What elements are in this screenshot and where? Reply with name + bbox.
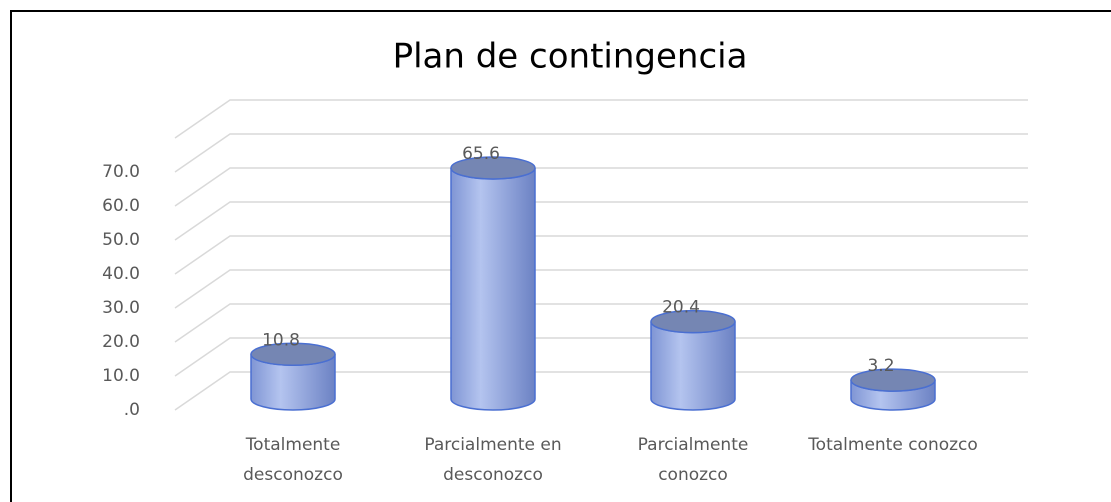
chart-border bbox=[10, 10, 1111, 502]
bar-top bbox=[250, 342, 336, 367]
data-label: 3.2 bbox=[867, 356, 894, 376]
x-tick-label: Parcialmente en desconozco bbox=[424, 435, 562, 485]
data-label: 20.4 bbox=[662, 298, 700, 318]
grid-line bbox=[174, 337, 1028, 377]
y-tick-label: 20.0 bbox=[102, 332, 140, 352]
bar bbox=[650, 321, 736, 411]
y-tick-label: 30.0 bbox=[102, 298, 140, 318]
y-tick-label: 40.0 bbox=[102, 264, 140, 284]
bar-top bbox=[450, 156, 536, 180]
x-tick-label: Parcialmente conozco bbox=[637, 435, 749, 485]
grid-line bbox=[174, 133, 1028, 173]
grid-line bbox=[174, 201, 1028, 241]
bar bbox=[450, 167, 536, 411]
grid-line bbox=[174, 167, 1028, 207]
grid-line bbox=[174, 303, 1028, 343]
grid-line bbox=[174, 235, 1028, 275]
grid-line bbox=[174, 371, 1028, 411]
grid-line bbox=[174, 269, 1028, 309]
chart-title: Plan de contingencia bbox=[393, 37, 748, 77]
y-tick-label: .0 bbox=[124, 400, 140, 420]
y-tick-label: 70.0 bbox=[102, 162, 140, 182]
x-tick-label: Totalmente conozco bbox=[808, 435, 978, 455]
data-label: 10.8 bbox=[262, 330, 300, 350]
y-tick-label: 50.0 bbox=[102, 230, 140, 250]
y-tick-label: 10.0 bbox=[102, 366, 140, 386]
data-label: 65.6 bbox=[462, 144, 500, 164]
y-tick-label: 60.0 bbox=[102, 196, 140, 216]
bar-top bbox=[850, 368, 936, 392]
grid-line bbox=[174, 99, 1028, 139]
bar-top bbox=[650, 309, 736, 334]
x-tick-label: Totalmente desconozco bbox=[243, 435, 343, 485]
